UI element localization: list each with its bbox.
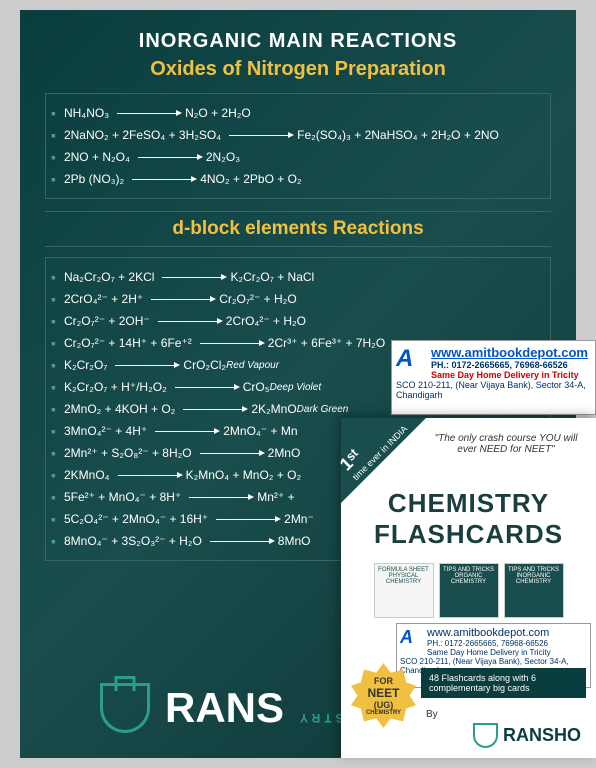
- website-link[interactable]: www.amitbookdepot.com: [400, 627, 587, 639]
- reaction-row: ▪2CrO₄²⁻ + 2H⁺Cr₂O₇²⁻ + H₂O: [51, 288, 545, 310]
- reaction-row: ▪Cr₂O₇²⁻ + 2OH⁻2CrO₄²⁻ + H₂O: [51, 310, 545, 332]
- section1-title: Oxides of Nitrogen Preparation: [45, 58, 551, 81]
- section2-title: d-block elements Reactions: [45, 211, 551, 247]
- reactions-box-1: ▪NH₄NO₃N₂O + 2H₂O ▪2NaNO₂ + 2FeSO₄ + 3H₂…: [45, 93, 551, 199]
- amit-logo-icon: A: [400, 627, 422, 649]
- reaction-row: ▪NH₄NO₃N₂O + 2H₂O: [51, 102, 545, 124]
- main-title: INORGANIC MAIN REACTIONS: [45, 30, 551, 53]
- by-text: By: [426, 709, 438, 720]
- reaction-row: ▪2NaNO₂ + 2FeSO₄ + 3H₂SO₄Fe₂(SO₄)₃ + 2Na…: [51, 124, 545, 146]
- flashcard-brand-logo: RANSHO: [473, 723, 581, 748]
- reaction-row: ▪Na₂Cr₂O₇ + 2KClK₂Cr₂O₇ + NaCl: [51, 266, 545, 288]
- address-text: SCO 210-211, (Near Vijaya Bank), Sector …: [396, 380, 591, 400]
- phone-text: PH.: 0172-2665665, 76968-66526: [400, 639, 587, 648]
- amit-logo-icon: A: [396, 345, 426, 375]
- mini-card-inorganic: TIPS AND TRICKSINORGANIC CHEMISTRY: [504, 563, 564, 618]
- reaction-row: ▪2NO + N₂O₄2N₂O₃: [51, 146, 545, 168]
- mini-card-physical: FORMULA SHEETPHYSICAL CHEMISTRY: [374, 563, 434, 618]
- contact-sticker-1: A www.amitbookdepot.com PH.: 0172-266566…: [391, 340, 596, 415]
- flashcard-count-bar: 48 Flashcards along with 6 complementary…: [421, 668, 586, 698]
- delivery-text: Same Day Home Delivery in Tricity: [400, 648, 587, 657]
- flask-icon: [100, 683, 150, 733]
- mini-card-organic: TIPS AND TRICKSORGANIC CHEMISTRY: [439, 563, 499, 618]
- mini-cards-row: FORMULA SHEETPHYSICAL CHEMISTRY TIPS AND…: [341, 563, 596, 618]
- flashcard-title: CHEMISTRY FLASHCARDS: [341, 488, 596, 550]
- flashcard-overlay: 1ˢᵗ time ever in INDIA "The only crash c…: [341, 418, 596, 758]
- reaction-row: ▪2Pb (NO₃)₂4NO₂ + 2PbO + O₂: [51, 168, 545, 190]
- quote-text: "The only crash course YOU will ever NEE…: [431, 433, 581, 455]
- flask-icon: [473, 723, 498, 748]
